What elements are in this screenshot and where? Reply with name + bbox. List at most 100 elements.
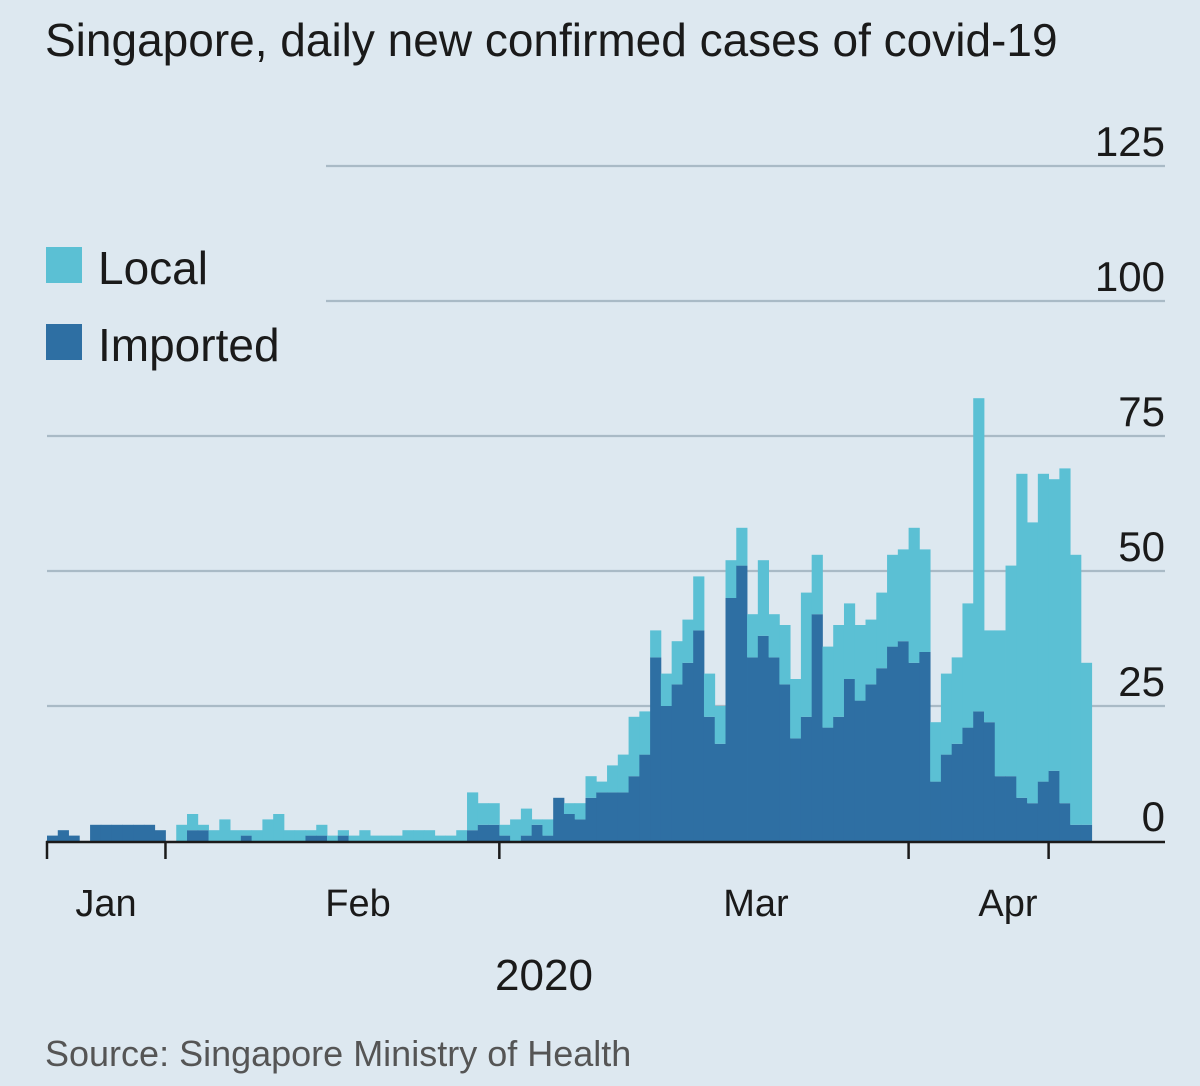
- bar-local-day-91: [1027, 522, 1039, 804]
- bar-local-day-55: [639, 711, 651, 755]
- bar-local-day-31: [380, 835, 393, 841]
- bar-imported-day-25: [316, 835, 328, 841]
- bar-local-day-38: [456, 830, 468, 841]
- bar-imported-day-66: [757, 635, 769, 841]
- bar-local-day-23: [294, 830, 306, 841]
- bar-imported-day-1: [57, 830, 69, 841]
- bar-local-day-42: [499, 824, 511, 836]
- bar-local-day-90: [1016, 473, 1028, 798]
- bar-local-day-93: [1048, 479, 1060, 771]
- bar-local-day-33: [402, 830, 414, 841]
- legend-label-imported: Imported: [98, 319, 280, 371]
- bar-local-day-57: [660, 673, 673, 706]
- y-tick-label-50: 50: [1118, 523, 1165, 570]
- bar-imported-day-70: [800, 716, 813, 841]
- bar-local-day-92: [1037, 473, 1050, 782]
- bar-local-day-34: [413, 830, 425, 841]
- bar-imported-day-87: [983, 722, 996, 841]
- bar-imported-day-69: [790, 738, 802, 841]
- bar-imported-day-77: [876, 668, 888, 841]
- bar-imported-day-4: [90, 824, 102, 841]
- bar-local-day-43: [510, 819, 522, 841]
- bar-imported-day-55: [639, 754, 651, 841]
- bar-local-day-15: [208, 830, 220, 841]
- bar-local-day-75: [854, 625, 866, 701]
- bar-imported-day-67: [768, 657, 780, 841]
- bar-local-day-77: [876, 592, 888, 669]
- bar-local-day-62: [714, 706, 726, 744]
- bar-local-day-17: [230, 830, 242, 841]
- bar-local-day-64: [736, 527, 748, 566]
- bar-imported-day-13: [187, 830, 199, 841]
- bar-local-day-27: [337, 830, 349, 836]
- bar-imported-day-95: [1070, 824, 1082, 841]
- bar-imported-day-0: [47, 835, 59, 841]
- bar-local-day-50: [585, 776, 597, 798]
- bar-imported-day-18: [240, 835, 253, 841]
- bar-local-day-53: [617, 754, 629, 793]
- bar-local-day-39: [467, 792, 479, 831]
- bar-imported-day-73: [833, 716, 845, 841]
- bar-local-day-40: [477, 803, 489, 825]
- bar-imported-day-9: [143, 824, 156, 841]
- bar-local-day-80: [908, 527, 920, 663]
- bar-local-day-72: [822, 646, 834, 728]
- bar-local-day-78: [887, 554, 899, 647]
- bar-imported-day-76: [865, 684, 877, 841]
- bar-local-day-44: [520, 808, 533, 836]
- bar-local-day-28: [348, 835, 360, 841]
- bar-imported-day-46: [542, 835, 554, 841]
- x-axis-ticks: Jan Feb Mar Apr: [45, 841, 1050, 925]
- bar-imported-day-40: [477, 824, 489, 841]
- bar-local-day-87: [983, 630, 996, 723]
- bar-imported-day-50: [585, 797, 597, 841]
- bar-imported-day-6: [111, 824, 123, 841]
- y-tick-label-125: 125: [1095, 118, 1165, 165]
- bar-local-day-61: [703, 673, 716, 717]
- bar-local-day-89: [1005, 565, 1017, 777]
- bar-local-day-63: [725, 560, 737, 598]
- bar-local-day-12: [176, 824, 188, 841]
- bar-local-day-13: [187, 814, 199, 831]
- bar-local-day-16: [219, 819, 231, 841]
- grid-lines: [47, 164, 1165, 708]
- bar-local-day-70: [800, 592, 813, 717]
- legend-swatch-local: [46, 247, 82, 283]
- bar-local-day-46: [542, 819, 554, 836]
- bar-local-day-54: [628, 716, 640, 777]
- bar-local-day-24: [305, 830, 317, 836]
- bar-local-day-82: [930, 722, 942, 782]
- bar-imported-day-45: [531, 824, 543, 841]
- bar-local-day-85: [962, 603, 974, 728]
- bar-local-day-67: [768, 614, 780, 658]
- bar-local-day-20: [262, 819, 274, 841]
- bar-imported-day-96: [1080, 824, 1093, 841]
- y-axis-tick-labels: 0 25 50 75 100 125: [1095, 118, 1165, 840]
- bar-imported-day-80: [908, 662, 920, 841]
- bar-imported-day-75: [854, 700, 866, 841]
- bar-local-day-83: [940, 673, 953, 755]
- bar-imported-day-61: [703, 716, 716, 841]
- bar-imported-day-81: [919, 652, 931, 841]
- bar-imported-day-8: [133, 824, 145, 841]
- bar-local-day-69: [790, 679, 802, 739]
- bar-local-day-26: [327, 835, 339, 841]
- x-tick-label-feb: Feb: [325, 883, 390, 925]
- bar-imported-day-63: [725, 598, 737, 841]
- bar-imported-day-71: [811, 614, 823, 841]
- bar-local-day-88: [994, 630, 1006, 777]
- bar-imported-day-88: [994, 776, 1006, 841]
- bar-local-day-65: [747, 614, 759, 658]
- bar-imported-day-94: [1059, 803, 1071, 841]
- bar-local-day-22: [283, 830, 296, 841]
- bar-imported-day-90: [1016, 797, 1028, 841]
- legend-label-local: Local: [98, 242, 208, 294]
- bar-imported-day-44: [520, 835, 533, 841]
- bar-imported-day-60: [693, 630, 705, 841]
- bar-imported-day-49: [574, 819, 586, 841]
- bar-imported-day-24: [305, 835, 317, 841]
- bar-imported-day-78: [887, 646, 899, 841]
- bar-imported-day-51: [596, 792, 608, 841]
- bar-imported-day-72: [822, 727, 834, 841]
- bar-local-day-71: [811, 554, 823, 615]
